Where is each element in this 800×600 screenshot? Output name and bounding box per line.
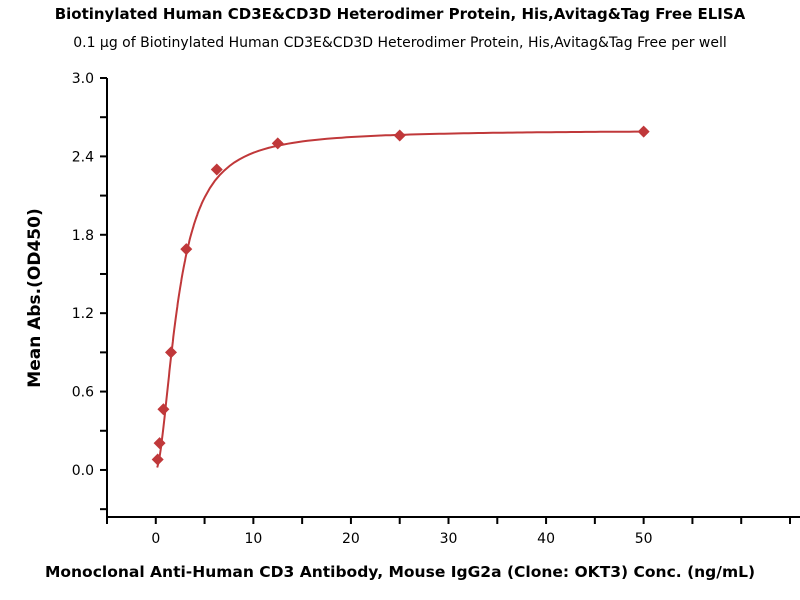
y-tick-label: 1.2 xyxy=(72,306,94,322)
data-point xyxy=(151,453,164,466)
x-tick-label: 50 xyxy=(635,531,653,547)
chart-subtitle: 0.1 μg of Biotinylated Human CD3E&CD3D H… xyxy=(73,35,727,51)
y-tick-label: 3.0 xyxy=(72,71,94,87)
y-tick-label: 1.8 xyxy=(72,228,94,244)
x-tick-label: 0 xyxy=(151,531,160,547)
chart-title: Biotinylated Human CD3E&CD3D Heterodimer… xyxy=(54,5,746,23)
y-tick-label: 2.4 xyxy=(72,149,94,165)
y-tick-label: 0.0 xyxy=(72,463,94,479)
fit-curve xyxy=(156,130,640,468)
data-point xyxy=(165,346,178,359)
x-tick-label: 20 xyxy=(342,531,360,547)
x-tick-label: 10 xyxy=(244,531,262,547)
data-point xyxy=(210,163,223,176)
data-point xyxy=(157,403,170,416)
data-point xyxy=(180,243,193,256)
x-tick-label: 30 xyxy=(440,531,458,547)
y-tick-label: 0.6 xyxy=(72,385,94,401)
x-axis-label: Monoclonal Anti-Human CD3 Antibody, Mous… xyxy=(44,563,756,581)
data-point xyxy=(393,129,406,142)
data-point xyxy=(271,137,284,150)
data-point xyxy=(153,437,166,450)
data-point xyxy=(637,125,650,138)
x-tick-label: 40 xyxy=(537,531,555,547)
